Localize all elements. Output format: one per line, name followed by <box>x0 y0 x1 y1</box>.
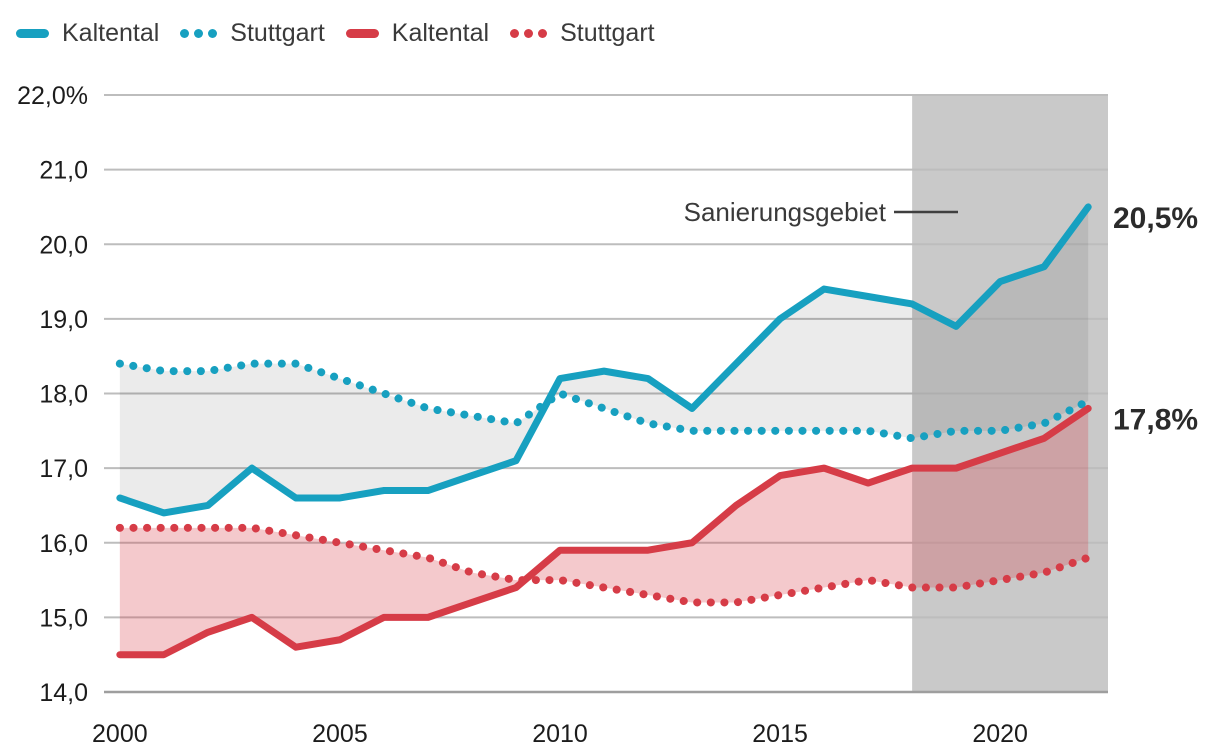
series-line-kaltental-teal-solid <box>116 203 1092 517</box>
dot-icon <box>510 29 520 38</box>
y-axis-tick-label: 22,0% <box>17 82 88 110</box>
dot-icon <box>208 29 218 38</box>
series-line-kaltental-red-solid <box>116 404 1092 659</box>
y-axis-tick-label: 14,0 <box>39 679 88 707</box>
annotation-sanierungsgebiet: Sanierungsgebiet <box>684 197 887 227</box>
dot-icon <box>524 29 534 38</box>
dot-icon <box>538 29 548 38</box>
x-axis-tick-label: 2020 <box>972 720 1028 748</box>
series-band-fill <box>119 408 1089 655</box>
y-axis-tick-label: 15,0 <box>39 604 88 632</box>
x-axis-tick-label: 2010 <box>532 720 588 748</box>
legend-label: Kaltental <box>391 19 490 47</box>
y-axis-tick-label: 18,0 <box>39 381 88 409</box>
dotted-line-swatch-icon <box>180 29 218 38</box>
legend-label: Stuttgart <box>230 19 325 47</box>
end-value-label: 17,8% <box>1113 403 1198 436</box>
y-axis-tick-label: 16,0 <box>39 530 88 558</box>
chart-legend: Kaltental Stuttgart Kaltental Stuttgart <box>16 21 655 46</box>
legend-item-kaltental-red: Kaltental <box>345 19 490 47</box>
y-axis-tick-label: 19,0 <box>39 306 88 334</box>
y-axis-tick-label: 17,0 <box>39 455 88 483</box>
legend-item-kaltental-teal: Kaltental <box>16 21 159 46</box>
x-axis-tick-label: 2015 <box>752 720 808 748</box>
legend-item-stuttgart-red: Stuttgart <box>510 21 655 46</box>
dot-icon <box>180 29 190 38</box>
dotted-line-swatch-icon <box>510 29 548 38</box>
dot-icon <box>194 29 204 38</box>
series-line-stuttgart-red-dotted <box>115 523 1093 607</box>
legend-label: Kaltental <box>62 19 160 47</box>
solid-line-swatch-icon <box>345 29 379 38</box>
series-band-fill <box>119 206 1089 513</box>
y-axis-tick-label: 20,0 <box>39 231 88 259</box>
solid-line-swatch-icon <box>16 29 49 38</box>
legend-item-stuttgart-teal: Stuttgart <box>180 21 325 46</box>
series-line-stuttgart-teal-dotted <box>115 359 1093 443</box>
end-value-label: 20,5% <box>1113 202 1198 235</box>
legend-label: Stuttgart <box>560 19 655 47</box>
y-axis-tick-label: 21,0 <box>39 157 88 185</box>
x-axis-tick-label: 2000 <box>92 720 148 748</box>
x-axis-tick-label: 2005 <box>312 720 368 748</box>
